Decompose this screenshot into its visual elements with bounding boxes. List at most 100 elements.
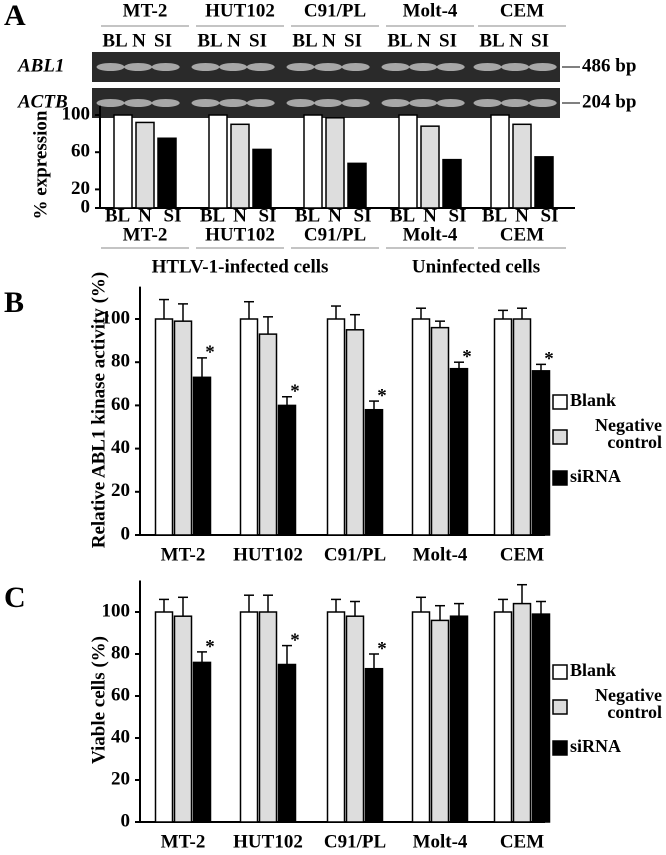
x-tick-label: HUT102 (205, 224, 275, 245)
bar (258, 611, 278, 823)
lane-label: N (509, 30, 523, 51)
x-tick-label: C91/PL (304, 224, 366, 245)
x-sub-label: SI (449, 205, 467, 226)
group-label: CEM (500, 0, 544, 21)
y-tick-label: 20 (111, 768, 130, 789)
significance: * (290, 630, 300, 651)
significance: * (544, 349, 554, 370)
bar (442, 158, 462, 209)
x-tick-label: MT-2 (161, 831, 206, 852)
x-sub-label: N (515, 205, 529, 226)
gene-label: ABL1 (17, 55, 64, 76)
bar (173, 320, 193, 536)
y-tick-label: 80 (111, 351, 130, 372)
legend-entry: siRNA (570, 738, 622, 756)
gel-band (528, 63, 557, 71)
significance: * (377, 385, 387, 406)
bar (398, 114, 418, 209)
lane-label: SI (439, 30, 457, 51)
lane-label: BL (102, 30, 127, 51)
x-sub-label: BL (200, 205, 225, 226)
x-sub-label: N (328, 205, 342, 226)
gel-band (191, 63, 220, 71)
lane-label: BL (387, 30, 412, 51)
legend-swatch (552, 429, 568, 445)
x-sub-label: SI (541, 205, 559, 226)
gel-band (436, 99, 465, 107)
bar (303, 114, 323, 209)
gel-band (286, 63, 315, 71)
supergroup-label: Uninfected cells (412, 256, 540, 277)
bar (493, 318, 513, 536)
bar (239, 318, 259, 536)
bar (239, 611, 259, 823)
gene-label: ACTB (17, 91, 68, 112)
x-tick-label: CEM (500, 544, 544, 565)
bar (493, 611, 513, 823)
lane-label: SI (249, 30, 267, 51)
x-tick-label: CEM (500, 831, 544, 852)
bar (430, 619, 450, 823)
x-tick-label: MT-2 (123, 224, 168, 245)
bar (364, 667, 384, 823)
size-label: 486 bp (582, 55, 636, 76)
significance: * (205, 342, 215, 363)
gel-band (191, 99, 220, 107)
bar (208, 114, 228, 209)
bar (411, 611, 431, 823)
gel-band (96, 63, 125, 71)
gel-band (151, 63, 180, 71)
legend-label: siRNA (570, 738, 622, 756)
legend-swatch (552, 470, 568, 486)
group-label: Molt-4 (403, 0, 458, 21)
x-sub-label: SI (354, 205, 372, 226)
bar (173, 615, 193, 823)
gel-band (381, 99, 410, 107)
legend-label: Blank (570, 392, 617, 410)
gel-band (341, 63, 370, 71)
x-tick-label: HUT102 (233, 831, 303, 852)
bar (512, 318, 532, 536)
bar (325, 117, 345, 209)
gel-band (151, 99, 180, 107)
lane-label: SI (531, 30, 549, 51)
bar (326, 611, 346, 823)
y-tick-label: 0 (121, 810, 131, 831)
bar (345, 329, 365, 536)
legend-label: siRNA (570, 468, 622, 486)
bar (449, 615, 469, 823)
gel-band (341, 99, 370, 107)
legend-swatch (552, 699, 568, 715)
legend-swatch (552, 394, 568, 410)
bar (252, 148, 272, 209)
x-tick-label: CEM (500, 224, 544, 245)
gel-band (409, 99, 438, 107)
bar (531, 613, 551, 823)
lane-label: N (322, 30, 336, 51)
gel-band (219, 99, 248, 107)
bar (157, 137, 177, 209)
x-sub-label: N (138, 205, 152, 226)
x-tick-label: Molt-4 (413, 831, 468, 852)
gel-band (314, 99, 343, 107)
x-tick-label: MT-2 (161, 544, 206, 565)
y-tick-label: 100 (62, 103, 91, 124)
y-tick-label: 40 (111, 437, 130, 458)
gel-band (501, 99, 530, 107)
x-sub-label: SI (259, 205, 277, 226)
y-axis-label: % expression (30, 110, 51, 219)
bar (512, 123, 532, 209)
y-tick-label: 60 (111, 394, 130, 415)
bar (490, 114, 510, 209)
gel-band (409, 63, 438, 71)
y-tick-label: 60 (71, 141, 90, 162)
bar (345, 615, 365, 823)
bar (258, 333, 278, 536)
lane-label: BL (479, 30, 504, 51)
lane-label: SI (344, 30, 362, 51)
y-axis-label: Viable cells (%) (88, 636, 109, 764)
legend-entry: Blank (570, 662, 616, 679)
y-tick-label: 100 (102, 307, 131, 328)
y-tick-label: 20 (111, 480, 130, 501)
